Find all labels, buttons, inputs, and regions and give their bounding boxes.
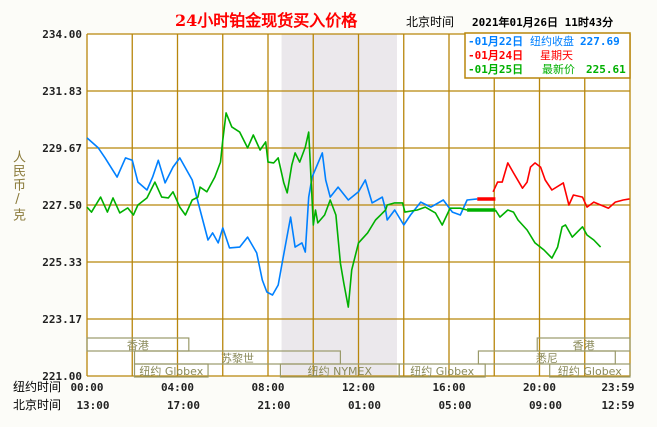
x-tick-label: 12:00	[342, 381, 375, 394]
x-tick-label: 09:00	[529, 399, 562, 412]
y-tick-label: 225.33	[42, 256, 82, 269]
session-box	[133, 350, 341, 365]
session-label: 纽约 Globex	[139, 364, 203, 378]
session-box	[477, 350, 616, 365]
legend-desc-0122: 纽约收盘	[530, 34, 574, 48]
session-box	[549, 363, 631, 378]
legend-date-0122: -01月22日	[468, 35, 523, 48]
legend-value-0122: 227.69	[580, 35, 620, 48]
session-label: 苏黎世	[221, 351, 254, 365]
y-axis-label: 人民币/克	[10, 150, 25, 222]
x-tick-label: 21:00	[257, 399, 290, 412]
x-row-label: 北京时间	[13, 398, 61, 412]
x-tick-label: 08:00	[251, 381, 284, 394]
y-tick-label: 234.00	[42, 28, 82, 41]
session-box	[133, 363, 209, 378]
y-tick-label: 227.50	[42, 199, 82, 212]
session-label: 悉尼	[536, 352, 558, 365]
chart-title: 24小时铂金现货买入价格	[175, 11, 358, 30]
legend: -01月22日 纽约收盘 227.69 -01月24日 星期天 -01月25日 …	[464, 32, 631, 79]
session-box	[398, 363, 486, 378]
session-label: 纽约 Globex	[410, 364, 474, 378]
y-axis-ticks: 234.00 231.83 229.67 227.50 225.33 223.17 221.…	[42, 28, 82, 383]
current-datetime: 2021年01月26日 11时43分	[472, 15, 613, 29]
series-line-01月22日	[86, 137, 478, 296]
legend-date-0125: -01月25日	[468, 63, 523, 76]
x-tick-label: 16:00	[432, 381, 465, 394]
x-tick-label: 13:00	[76, 399, 109, 412]
session-label: 香港	[573, 339, 595, 352]
session-label: 纽约 NYMEX	[308, 364, 373, 378]
x-tick-label: 04:00	[161, 381, 194, 394]
x-tick-label: 20:00	[523, 381, 556, 394]
y-tick-label: 231.83	[42, 85, 82, 98]
x-tick-label: 05:00	[438, 399, 471, 412]
beijing-time-label: 北京时间	[406, 15, 454, 29]
legend-box	[464, 32, 631, 79]
x-tick-label: 00:00	[70, 381, 103, 394]
y-tick-label: 221.00	[42, 370, 82, 383]
session-label: 香港	[127, 339, 149, 352]
x-row-label: 纽约时间	[13, 379, 61, 394]
x-axis-ticks: 纽约时间 00:00 04:00 08:00 12:00 16:00 20:00 23:59 北…	[13, 379, 635, 412]
y-tick-label: 229.67	[42, 142, 82, 155]
x-tick-label: 12:59	[601, 399, 634, 412]
series-line-01月25日	[86, 112, 468, 308]
series-line-01月25日	[494, 209, 602, 259]
x-tick-label: 17:00	[167, 399, 200, 412]
legend-desc-0124: 星期天	[540, 49, 573, 62]
x-tick-label: 23:59	[601, 381, 634, 394]
legend-desc-0125: 最新价	[542, 62, 575, 76]
series-line-01月24日	[492, 162, 630, 209]
x-tick-label: 01:00	[348, 399, 381, 412]
series-lines	[86, 112, 630, 308]
session-label: 纽约 Globex	[558, 364, 622, 378]
legend-date-0124: -01月24日	[468, 49, 523, 62]
y-tick-label: 223.17	[42, 313, 82, 326]
legend-value-0125: 225.61	[586, 63, 626, 76]
